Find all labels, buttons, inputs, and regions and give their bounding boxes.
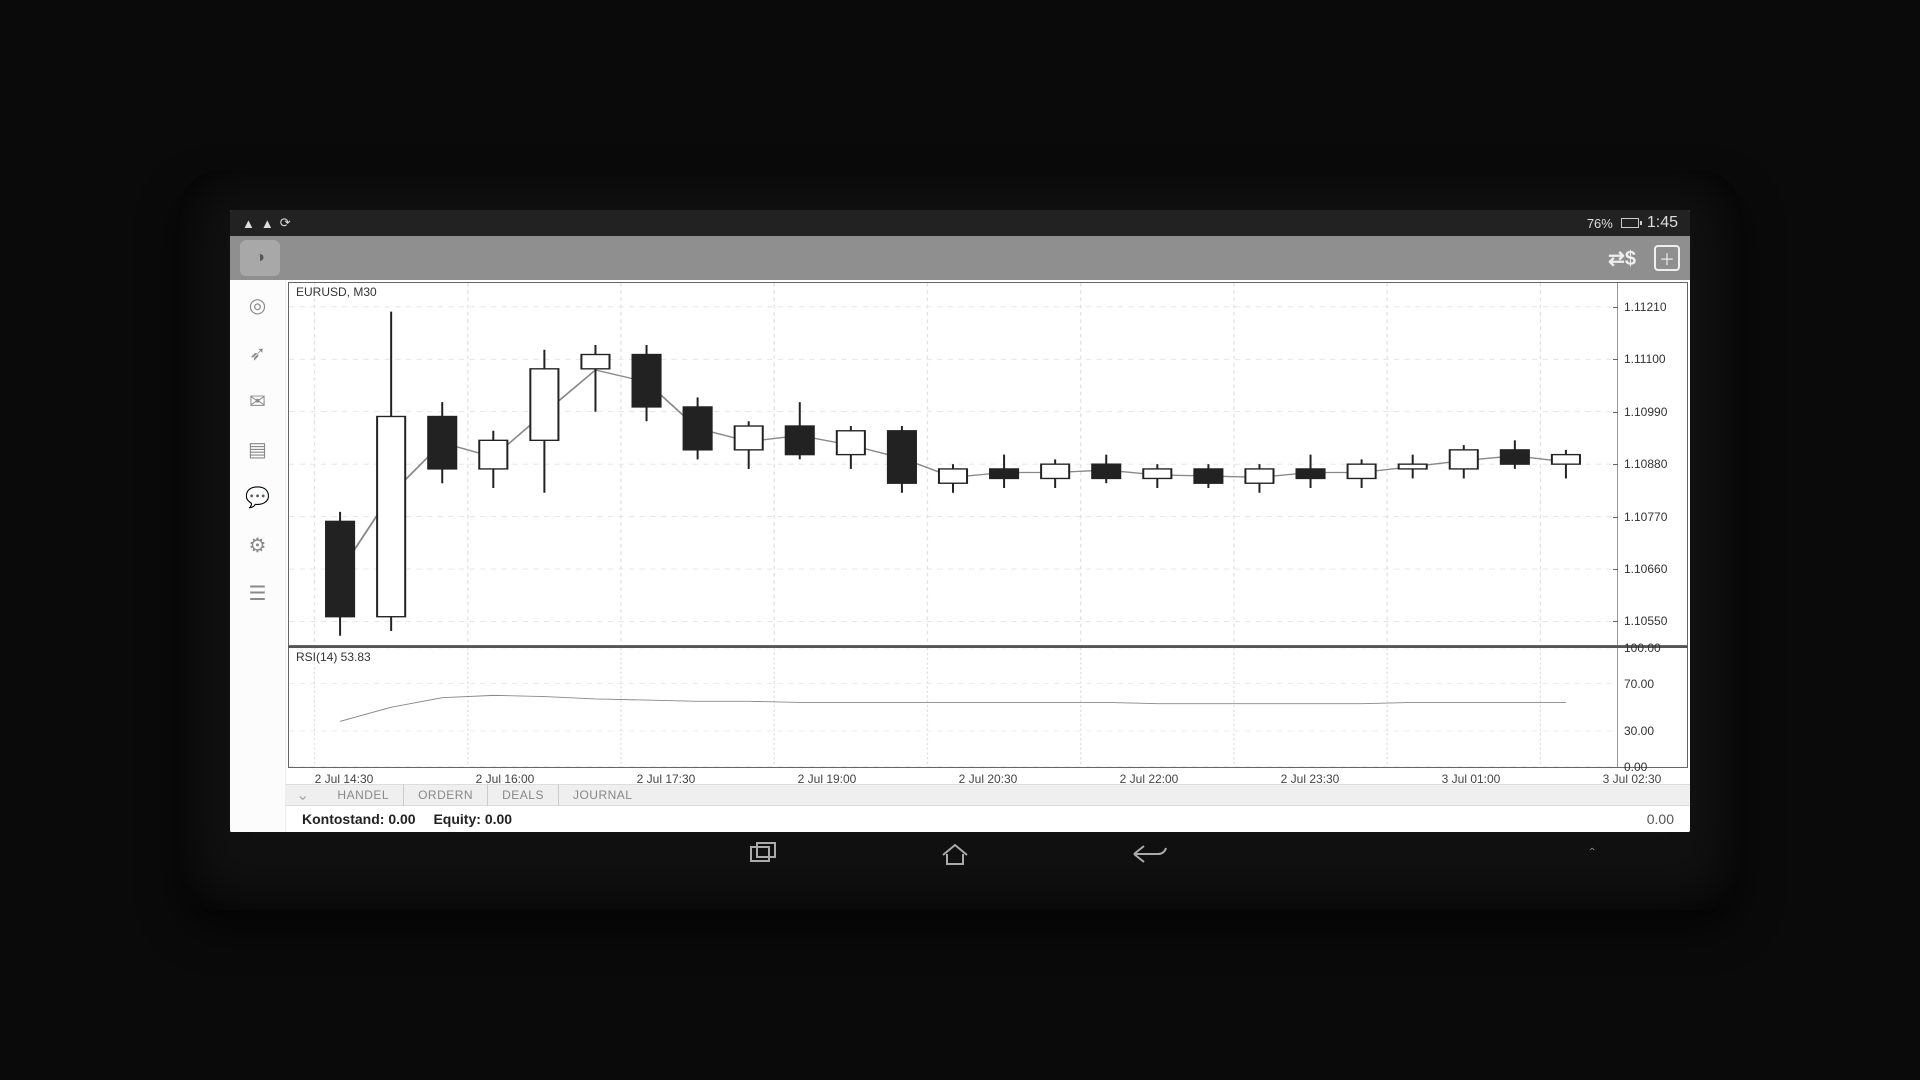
left-sidebar: ◎ ➶ ✉ ▤ 💬 ⚙ ☰: [230, 280, 286, 832]
chat-icon[interactable]: 💬: [243, 482, 273, 512]
balance-value: 0.00: [388, 811, 415, 827]
caret-up-icon[interactable]: ＾: [1584, 844, 1600, 868]
y-tick-label: 1.10660: [1624, 562, 1667, 576]
home-icon[interactable]: [940, 842, 970, 871]
x-tick-label: 2 Jul 20:30: [959, 772, 1018, 786]
news-icon[interactable]: ▤: [243, 434, 273, 464]
mail-icon[interactable]: ✉: [243, 386, 273, 416]
chevron-down-icon[interactable]: ⌄: [296, 785, 309, 805]
y-tick-label: 1.10770: [1624, 510, 1667, 524]
clock: 1:45: [1647, 214, 1678, 232]
people-icon[interactable]: ☰: [243, 578, 273, 608]
warning-icon: ▲: [242, 216, 255, 231]
battery-percent: 76%: [1587, 216, 1613, 231]
x-tick-label: 2 Jul 14:30: [315, 772, 374, 786]
android-nav-bar: ＾: [230, 832, 1690, 880]
y-tick-label: 1.11210: [1624, 300, 1667, 314]
tab-ordern[interactable]: ORDERN: [404, 784, 488, 806]
tab-deals[interactable]: DEALS: [488, 784, 559, 806]
x-tick-label: 3 Jul 01:00: [1442, 772, 1501, 786]
screen: ▲ ▲ ⟳ 76% 1:45 ◑ ⇄$ ＋ ◎➶✉▤💬⚙☰ 1.105: [230, 210, 1690, 832]
rsi-y-tick-label: 30.00: [1624, 724, 1654, 738]
battery-icon: [1621, 218, 1639, 228]
symbol-label: EURUSD, M30: [293, 285, 380, 299]
time-axis: 2 Jul 14:30 2 Jul 16:00 2 Jul 17:30 2 Jul 1…: [288, 768, 1688, 785]
status-bar: ▲ ▲ ⟳ 76% 1:45: [230, 210, 1690, 236]
gear-icon[interactable]: ⚙: [243, 530, 273, 560]
arrow-icon[interactable]: ➶: [243, 338, 273, 368]
y-tick-label: 1.10990: [1624, 405, 1667, 419]
add-chart-icon[interactable]: ＋: [1654, 245, 1680, 271]
sync-icon: ⟳: [280, 215, 291, 231]
rsi-y-tick-label: 70.00: [1624, 677, 1654, 691]
warning-icon: ▲: [261, 216, 274, 231]
account-footer: Kontostand: 0.00 Equity: 0.00 0.00: [286, 806, 1690, 832]
app-logo-icon[interactable]: ◑: [240, 240, 280, 276]
tablet-frame: ▲ ▲ ⟳ 76% 1:45 ◑ ⇄$ ＋ ◎➶✉▤💬⚙☰ 1.105: [180, 170, 1740, 910]
back-icon[interactable]: [1130, 842, 1170, 871]
equity-label: Equity:: [433, 811, 480, 827]
recent-apps-icon[interactable]: [750, 842, 780, 871]
chart-container: 1.10550 1.10660 1.10770 1.10880 1.10990 1.111…: [286, 280, 1690, 832]
x-tick-label: 2 Jul 17:30: [637, 772, 696, 786]
app-bar: ◑ ⇄$ ＋: [230, 236, 1690, 280]
sub-tabs: ⌄ HANDELORDERNDEALSJOURNAL: [286, 784, 1690, 806]
x-tick-label: 2 Jul 16:00: [476, 772, 535, 786]
y-tick-label: 1.10550: [1624, 614, 1667, 628]
rsi-y-tick-label: 100.00: [1624, 641, 1661, 655]
equity-value: 0.00: [485, 811, 512, 827]
y-tick-label: 1.10880: [1624, 457, 1667, 471]
content-area: ◎➶✉▤💬⚙☰ 1.105501.106601.107701.108801.10…: [230, 280, 1690, 832]
footer-right-value: 0.00: [1647, 811, 1674, 827]
rsi-y-axis: 0.0030.0070.00100.00: [1617, 648, 1687, 766]
balance-label: Kontostand:: [302, 811, 384, 827]
y-tick-label: 1.11100: [1624, 352, 1666, 366]
tab-handel[interactable]: HANDEL: [323, 784, 404, 806]
price-pane[interactable]: 1.10550 1.10660 1.10770 1.10880 1.10990 1.111…: [288, 282, 1688, 646]
x-tick-label: 2 Jul 19:00: [798, 772, 857, 786]
rsi-label: RSI(14) 53.83: [293, 650, 374, 664]
tab-journal[interactable]: JOURNAL: [559, 784, 647, 806]
rsi-pane[interactable]: 0.0030.0070.00100.00 RSI(14) 53.83: [288, 646, 1688, 767]
price-y-axis: 1.10550 1.10660 1.10770 1.10880 1.10990 1.111…: [1617, 283, 1687, 645]
crosshair-icon[interactable]: ◎: [243, 290, 273, 320]
x-tick-label: 3 Jul 02:30: [1603, 772, 1662, 786]
x-tick-label: 2 Jul 23:30: [1281, 772, 1340, 786]
x-tick-label: 2 Jul 22:00: [1120, 772, 1179, 786]
trade-action-icon[interactable]: ⇄$: [1608, 246, 1636, 271]
